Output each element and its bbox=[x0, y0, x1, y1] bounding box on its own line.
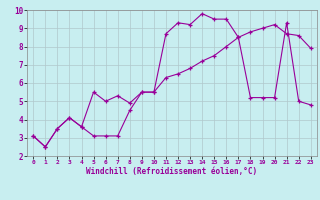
X-axis label: Windchill (Refroidissement éolien,°C): Windchill (Refroidissement éolien,°C) bbox=[86, 167, 258, 176]
